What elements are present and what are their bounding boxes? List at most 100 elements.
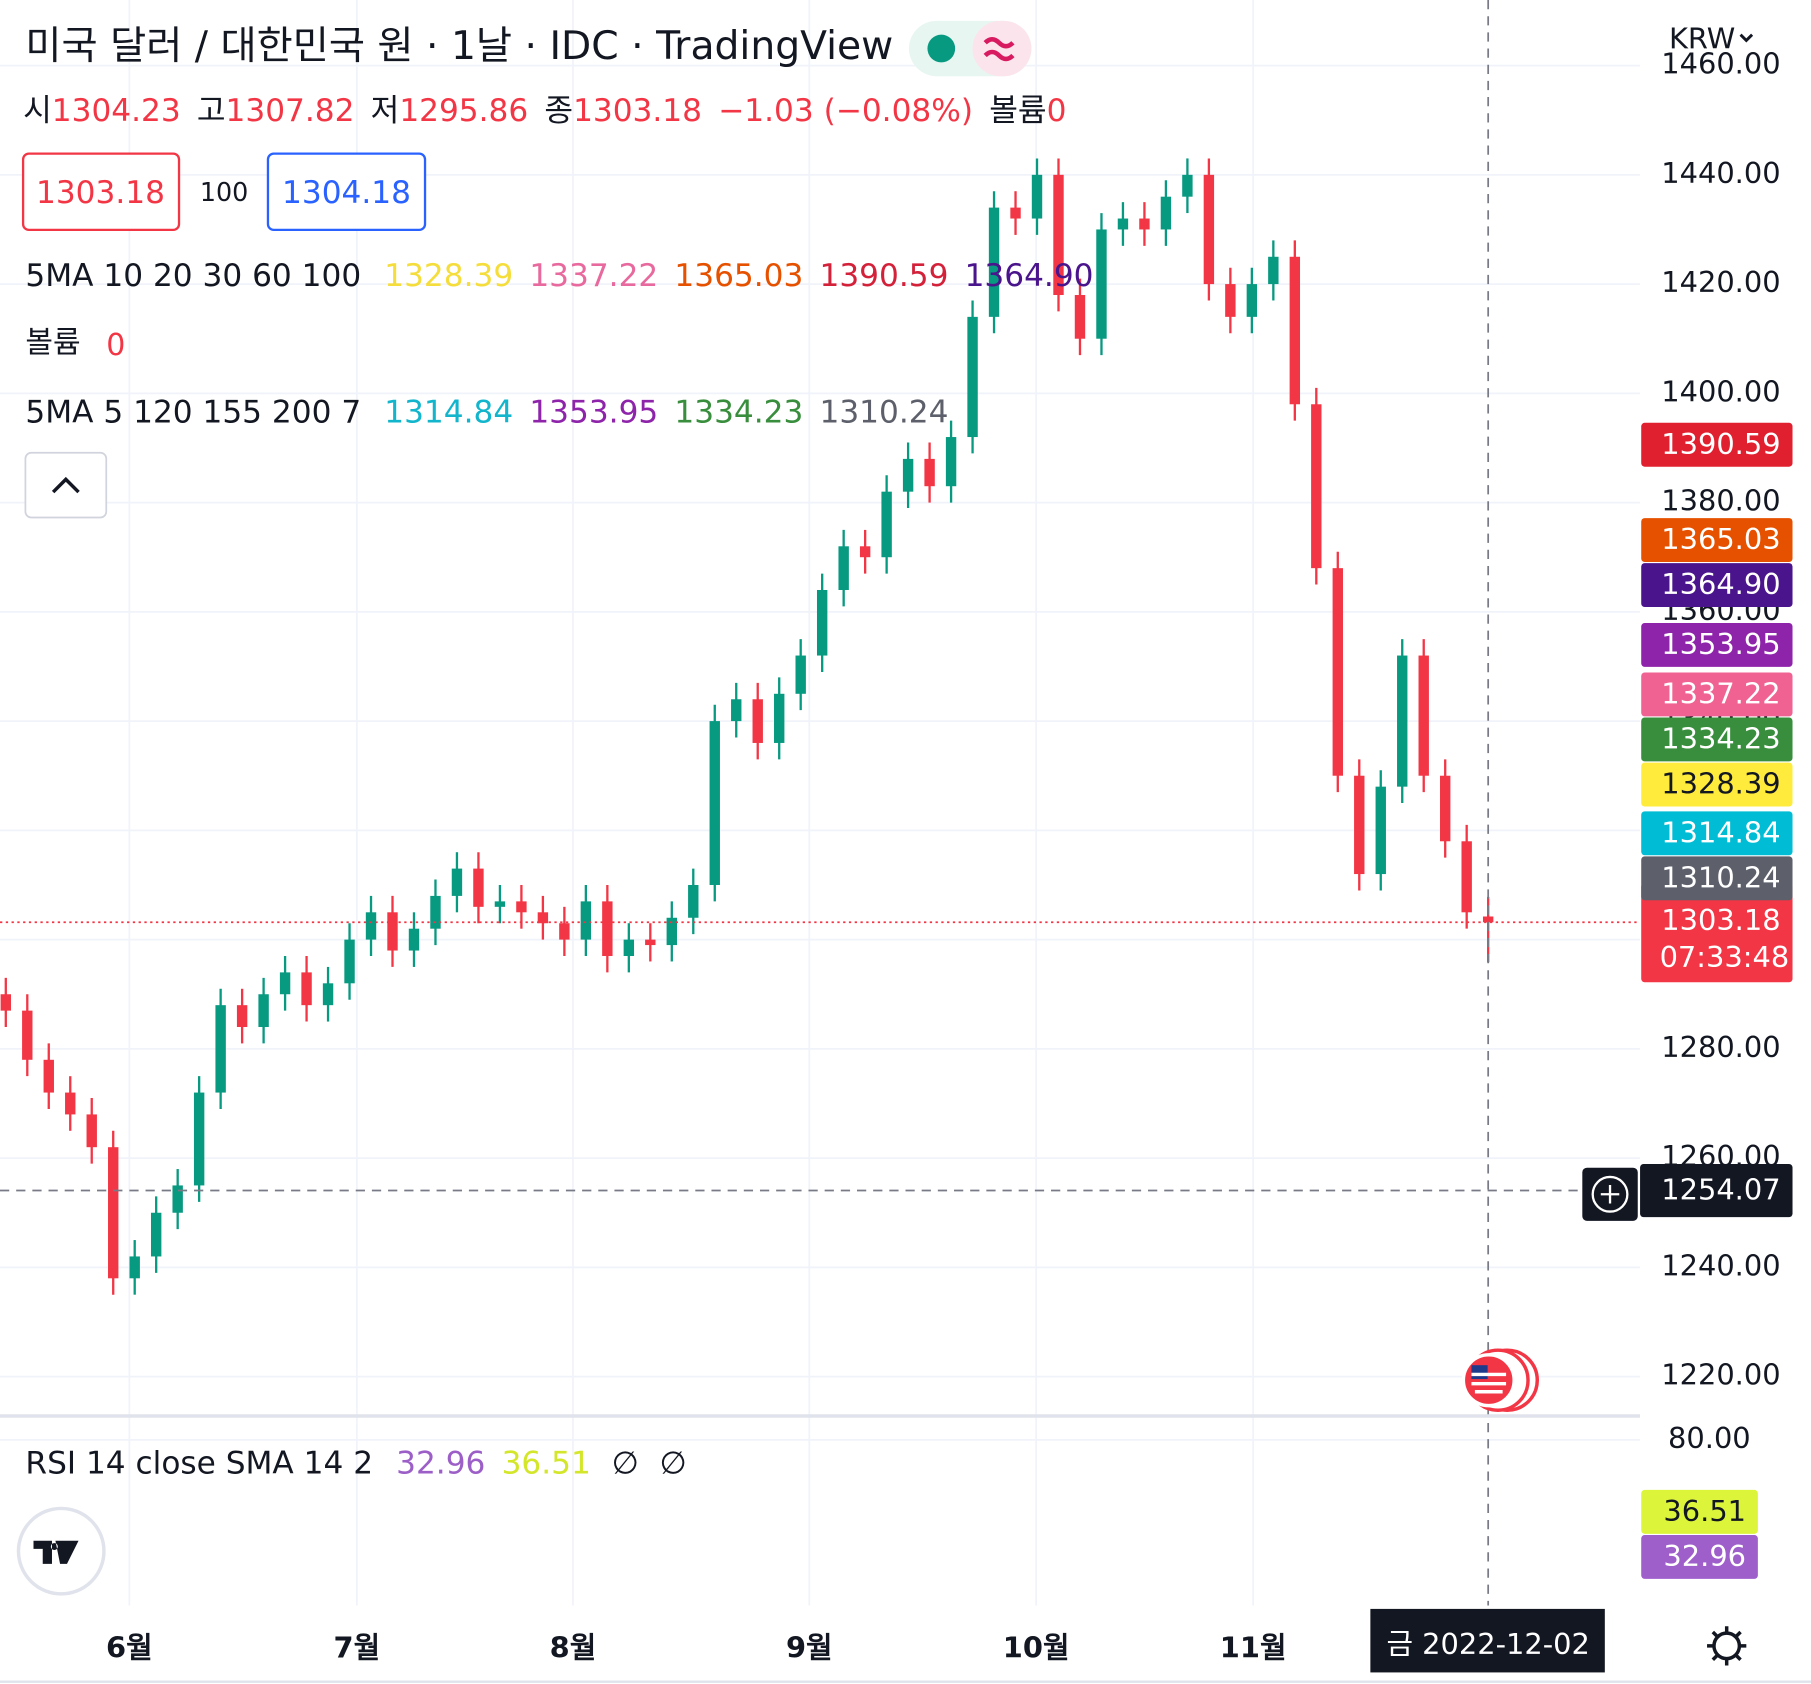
gear-teeth (1707, 1626, 1747, 1666)
candle-body (902, 458, 914, 492)
collapse-box (24, 451, 108, 519)
last-price-label: 1303.18 (1661, 903, 1780, 937)
price-tag (1641, 422, 1793, 467)
candle-body (838, 546, 849, 590)
candle-body (881, 491, 892, 558)
price-tag (1641, 811, 1793, 856)
rsi-tag-label: 36.51 (1663, 1494, 1746, 1528)
candle-body (1268, 256, 1279, 285)
candle-body (1246, 284, 1258, 317)
price-tag (1641, 672, 1793, 717)
y-tick-label: 1460.00 (1661, 47, 1780, 81)
candle-body (967, 316, 978, 438)
candle-body (516, 901, 527, 913)
sell-price: 1303.18 (36, 175, 165, 211)
flag-stripes (1471, 1372, 1507, 1394)
candle-body (1440, 775, 1451, 842)
price-tag-label: 1390.59 (1661, 427, 1780, 461)
price-tag (1641, 762, 1793, 807)
countdown-label: 07:33:48 (1660, 940, 1790, 974)
candle-body (279, 972, 291, 995)
candle-body (945, 437, 957, 487)
candle-body (1160, 196, 1172, 230)
candle-body (666, 917, 677, 946)
candle-body (1418, 655, 1429, 776)
volume-label: 볼륨 (25, 326, 80, 361)
price-tag-label: 1314.84 (1661, 815, 1780, 849)
ohlc-legend: 시1304.23 고1307.82 저1295.86 종1303.18 −1.03 (−… (23, 93, 1066, 129)
legend-text: 1364.90 (965, 258, 1094, 294)
legend-text: 1303.18 (573, 93, 702, 129)
candle-body (1482, 916, 1494, 923)
candle-body (1031, 174, 1043, 219)
candle-body (1203, 174, 1215, 285)
y-tick-label: 1400.00 (1661, 374, 1780, 408)
legend-text: RSI 14 close SMA 14 2 (25, 1446, 373, 1482)
candle-body (129, 1256, 140, 1279)
candle-body (215, 1005, 226, 1093)
legend-text: 32.96 (396, 1446, 485, 1482)
legend-text: −1.03 (−0.08%) (718, 93, 973, 129)
event-flags[interactable] (1461, 1348, 1540, 1412)
candle-body (1375, 786, 1386, 875)
currency-label[interactable]: KRW (1669, 21, 1735, 55)
price-tag (1641, 563, 1793, 608)
x-tick-label: 11월 (1220, 1630, 1287, 1664)
tv-logo[interactable] (16, 1506, 106, 1596)
buy-button[interactable]: 1304.18 (266, 152, 427, 232)
indicator-legend: 5MA 5 120 155 200 7 1314.84 1353.95 1334.23… (25, 395, 948, 431)
legend-text: 5MA 10 20 30 60 100 (25, 258, 361, 294)
buy-price: 1304.18 (282, 175, 411, 211)
candle-body (688, 884, 699, 918)
candle-body (65, 1092, 76, 1115)
x-tick-label: 6월 (106, 1630, 153, 1664)
legend-text: 시 (23, 93, 52, 129)
legend-text: 1390.59 (820, 258, 949, 294)
market-open-dot (927, 34, 956, 63)
flag-canton (1471, 1365, 1488, 1380)
x-tick-label: 8월 (550, 1630, 597, 1664)
candle-body (795, 655, 806, 694)
candle-body (43, 1059, 54, 1093)
plus-circle (1591, 1175, 1629, 1213)
candle-body (623, 939, 635, 956)
candle-body (494, 901, 506, 907)
y-tick-label: 1440.00 (1661, 156, 1780, 190)
candle-body (387, 912, 398, 951)
legend-text: ∅ (660, 1446, 687, 1482)
candle-body (859, 546, 871, 558)
candle-body (258, 994, 269, 1028)
order-quantity[interactable]: 100 (200, 177, 248, 207)
candle-body (752, 699, 763, 743)
y-tick-label: 1240.00 (1661, 1248, 1780, 1282)
legend-text: 1334.23 (674, 395, 803, 431)
candle-body (1074, 295, 1086, 339)
candle-body (1332, 568, 1343, 776)
candle-body (1096, 229, 1107, 339)
candle-body (645, 939, 656, 946)
y-tick-label: 1220.00 (1661, 1358, 1780, 1392)
collapse-chevron (51, 476, 80, 494)
crosshair-date-label: 금 2022-12-02 (1386, 1627, 1589, 1661)
candle-body (1117, 218, 1129, 230)
sell-button[interactable]: 1303.18 (21, 152, 181, 232)
settings-button[interactable] (1707, 1626, 1747, 1666)
price-tag-label: 1353.95 (1661, 627, 1780, 661)
legend-text: 1307.82 (226, 93, 355, 129)
x-tick-label: 9월 (786, 1630, 833, 1664)
add-alert-button[interactable] (1582, 1167, 1638, 1221)
rsi-tag (1641, 1489, 1758, 1534)
price-tag-label: 1310.24 (1661, 861, 1780, 895)
candle-body (580, 901, 592, 940)
collapse-button[interactable] (24, 451, 108, 519)
candle-body (1182, 174, 1193, 197)
y-tick-label: 1380.00 (1661, 484, 1780, 518)
candle-body (365, 912, 377, 940)
status-pill[interactable] (908, 20, 1032, 77)
candle-body (1397, 655, 1408, 787)
x-tick-label: 10월 (1003, 1630, 1070, 1664)
candle-body (1139, 218, 1150, 230)
legend-text: 1310.24 (820, 395, 949, 431)
